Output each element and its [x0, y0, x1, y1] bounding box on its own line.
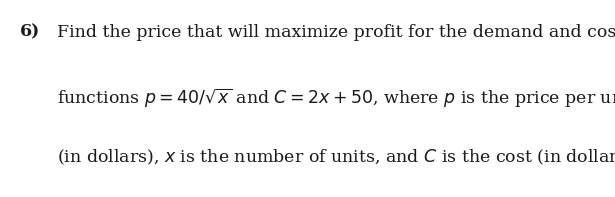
Text: (in dollars), $x$ is the number of units, and $C$ is the cost (in dollars).: (in dollars), $x$ is the number of units…	[57, 148, 615, 167]
Text: functions $p = 40/\sqrt{x}$ and $C = 2x + 50$, where $p$ is the price per unit: functions $p = 40/\sqrt{x}$ and $C = 2x …	[57, 87, 615, 110]
Text: 6): 6)	[20, 24, 40, 41]
Text: Find the price that will maximize profit for the demand and cost: Find the price that will maximize profit…	[57, 24, 615, 41]
